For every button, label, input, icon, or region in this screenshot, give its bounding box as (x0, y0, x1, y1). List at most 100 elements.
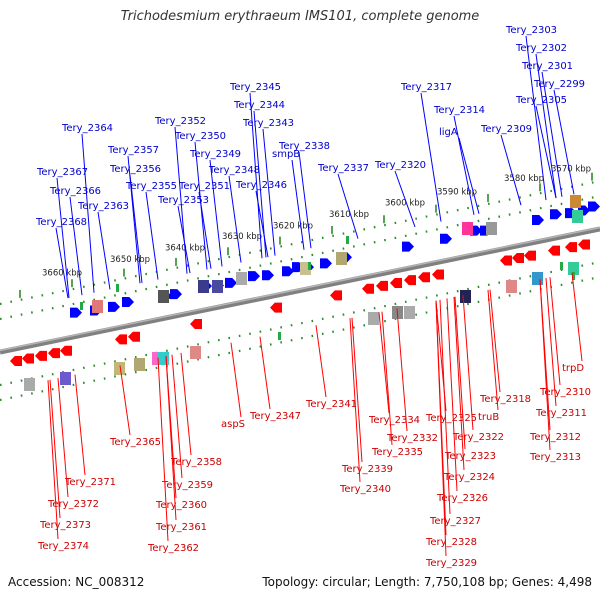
leader-line (462, 295, 474, 431)
leader-line (198, 191, 212, 269)
reverse-gene-arrow (500, 255, 512, 266)
gene-label: Tery_2373 (39, 520, 91, 531)
leader-line (435, 300, 447, 557)
feature-box (460, 290, 471, 303)
reverse-gene-arrow (390, 278, 402, 289)
marker (116, 284, 119, 292)
gene-label: Tery_2364 (61, 123, 113, 134)
gene-label: Tery_2367 (36, 167, 88, 178)
leader-line (97, 211, 111, 290)
gene-label: ligA (439, 127, 458, 138)
reverse-gene-arrow (565, 242, 577, 253)
gene-label: Tery_2311 (535, 408, 587, 419)
leader-line (525, 35, 547, 201)
gene-label: Tery_2341 (305, 399, 357, 410)
gene-label: Tery_2344 (233, 100, 285, 111)
leader-line (453, 296, 465, 471)
feature-box (336, 252, 347, 265)
leader-line (262, 128, 276, 256)
feature-box (236, 272, 247, 285)
gene-label: Tery_2357 (107, 145, 159, 156)
leader-line (174, 126, 188, 274)
gene-label: Tery_2327 (429, 516, 481, 527)
feature-box (462, 222, 473, 235)
gene-label: Tery_2322 (452, 432, 504, 443)
leader-line (553, 89, 575, 195)
gene-label: Tery_2323 (444, 451, 496, 462)
gene-label: Tery_2361 (155, 522, 207, 533)
leader-line (298, 151, 312, 249)
reverse-gene-arrow (418, 272, 430, 283)
reverse-gene-arrow (60, 345, 72, 356)
gene-label: Tery_2353 (157, 195, 209, 206)
gene-label: Tery_2340 (339, 484, 391, 495)
leader-line (255, 190, 269, 258)
feature-box (212, 280, 223, 293)
reverse-gene-arrow (512, 253, 524, 264)
feature-box (198, 280, 209, 293)
feature-box (368, 312, 379, 325)
gene-label: Tery_2314 (433, 105, 485, 116)
scale-label: 3650 kbp (110, 255, 150, 265)
feature-box (60, 372, 71, 385)
leader-line (571, 272, 583, 362)
gene-label: Tery_2301 (521, 61, 573, 72)
reverse-gene-arrow (404, 275, 416, 286)
leader-line (539, 279, 551, 451)
gene-label: Tery_2349 (189, 149, 241, 160)
marker (560, 262, 563, 270)
leader-line (230, 342, 242, 418)
leader-line (446, 298, 458, 492)
gene-label: Tery_2365 (109, 437, 161, 448)
gene-label: Tery_2350 (174, 131, 226, 142)
gene-label: Tery_2302 (515, 43, 567, 54)
forward-gene-arrow (70, 307, 82, 318)
reverse-gene-arrow (10, 355, 22, 366)
gene-label: Tery_2355 (125, 181, 177, 192)
reverse-gene-arrow (128, 331, 140, 342)
feature-box (572, 210, 583, 223)
scale-label: 3590 kbp (437, 188, 477, 198)
forward-gene-arrow (122, 296, 134, 307)
gene-label: trpD (562, 363, 584, 374)
leader-line (291, 159, 305, 250)
feature-box (486, 222, 497, 235)
leader-line (157, 357, 169, 542)
gene-label: Tery_2371 (64, 477, 116, 488)
gene-label: Tery_2317 (400, 82, 452, 93)
leader-line (489, 289, 501, 393)
accession-text: Accession: NC_008312 (8, 575, 145, 589)
tick-track-3 (0, 275, 600, 402)
marker (308, 262, 311, 270)
leader-line (535, 53, 557, 199)
tick-track-2 (0, 260, 600, 387)
leader-line (315, 325, 327, 398)
feature-box (506, 280, 517, 293)
feature-box (300, 262, 311, 275)
leader-line (549, 277, 561, 386)
marker (572, 272, 575, 280)
scale-label: 3580 kbp (504, 174, 544, 184)
forward-gene-arrow (402, 241, 414, 252)
gene-label: Tery_2343 (242, 118, 294, 129)
forward-gene-arrow (248, 271, 260, 282)
leader-line (535, 105, 557, 199)
topology-text: Topology: circular; Length: 7,750,108 bp… (262, 575, 592, 589)
reverse-gene-arrow (190, 319, 202, 330)
leader-line (394, 170, 416, 228)
leader-line (74, 374, 86, 476)
scale-label: 3660 kbp (42, 269, 82, 279)
leader-line (487, 289, 499, 411)
leader-line (228, 175, 242, 263)
forward-gene-arrow (108, 301, 120, 312)
feature-box (570, 195, 581, 208)
leader-line (396, 308, 408, 432)
gene-label: Tery_2359 (161, 480, 213, 491)
gene-label: Tery_2347 (249, 411, 301, 422)
gene-label: Tery_2339 (341, 464, 393, 475)
feature-box (114, 362, 125, 375)
gene-label: Tery_2324 (443, 472, 495, 483)
gene-label: Tery_2338 (278, 141, 330, 152)
